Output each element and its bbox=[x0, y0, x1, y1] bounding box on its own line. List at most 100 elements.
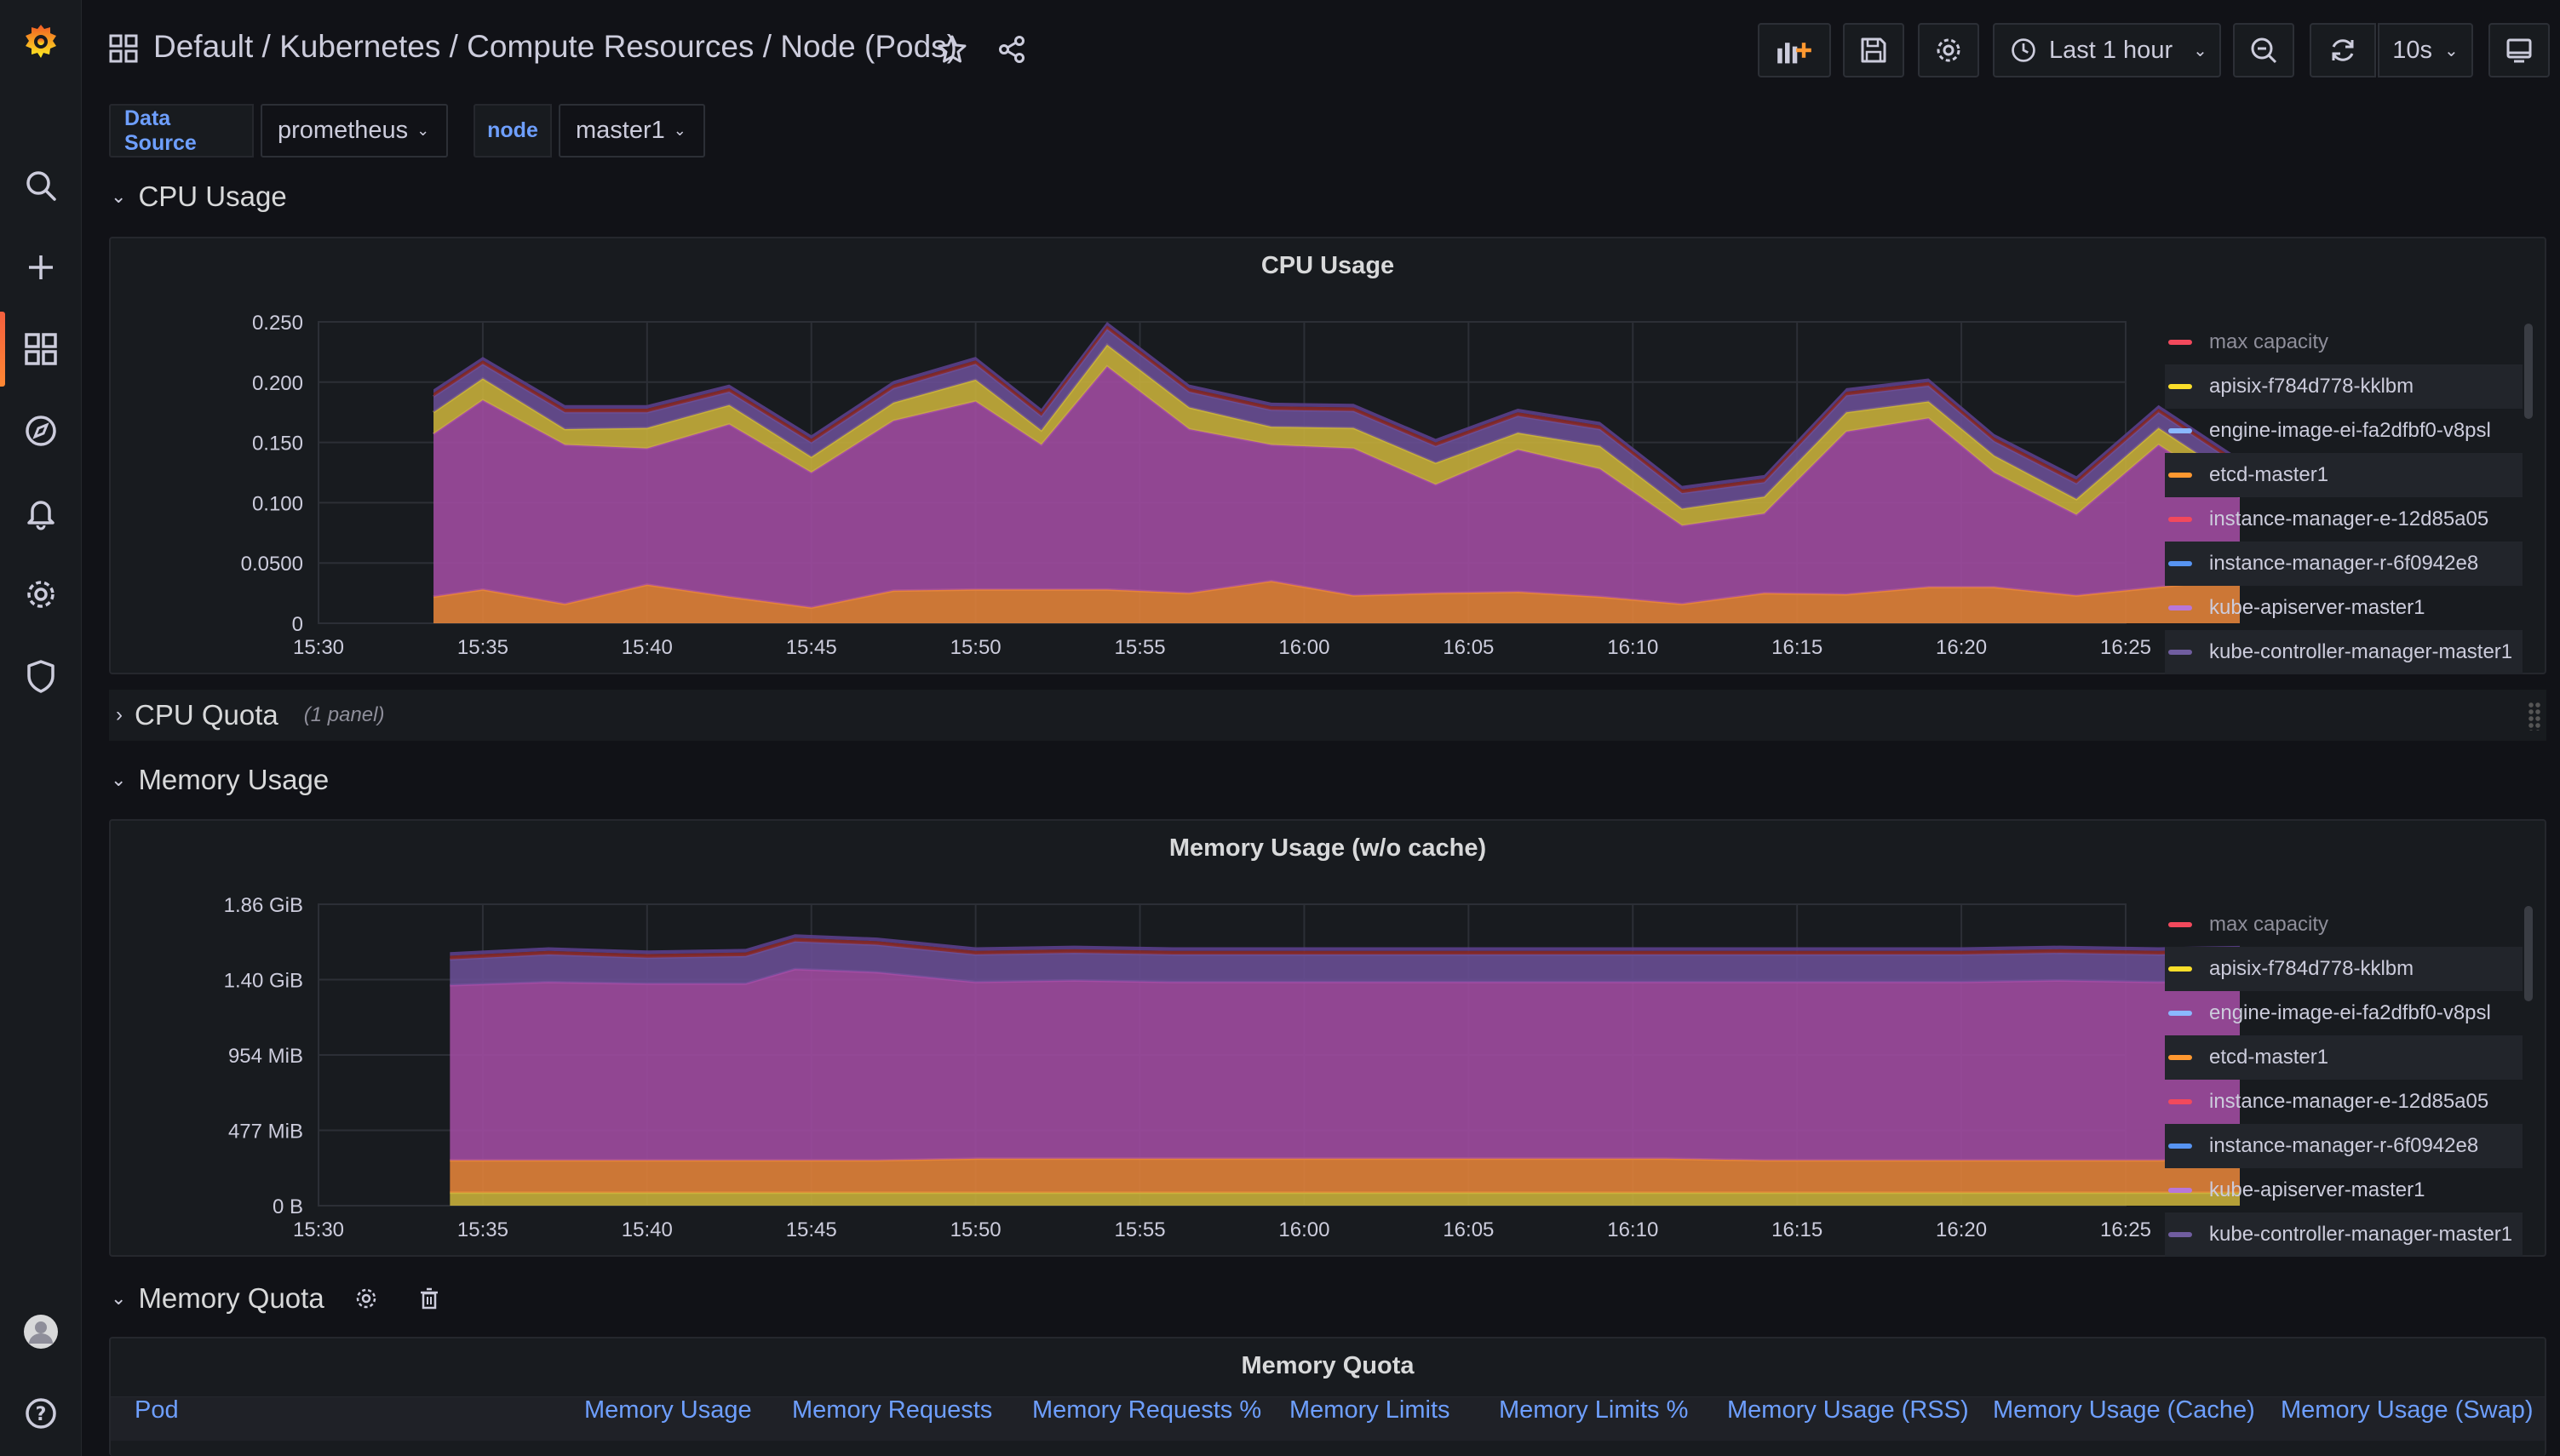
legend-swatch bbox=[2168, 922, 2192, 927]
breadcrumb-folder[interactable]: Default bbox=[153, 29, 254, 64]
legend-label: max capacity bbox=[2209, 330, 2329, 353]
area-series-kube-apiserver-master1[interactable] bbox=[450, 969, 2240, 1161]
legend-item[interactable]: engine-image-ei-fa2dfbf0-v8psl bbox=[2165, 409, 2523, 453]
x-tick-label: 15:30 bbox=[293, 1218, 344, 1241]
memory-usage-chart[interactable]: 0 B 477 MiB 954 MiB 1.40 GiB 1.86 GiB 15:30 15… bbox=[111, 821, 2240, 1258]
column-header-memory-limits[interactable]: Memory Limits bbox=[1289, 1396, 1450, 1424]
legend-item[interactable]: kube-apiserver-master1 bbox=[2165, 1168, 2523, 1212]
avatar-icon bbox=[24, 1315, 58, 1349]
legend-label: instance-manager-e-12d85a05 bbox=[2209, 1090, 2489, 1113]
area-series-etcd-master1[interactable] bbox=[433, 578, 2240, 623]
legend-label: kube-controller-manager-master1 bbox=[2209, 1223, 2513, 1246]
legend-label: engine-image-ei-fa2dfbf0-v8psl bbox=[2209, 419, 2491, 442]
legend-item[interactable]: max capacity bbox=[2165, 320, 2523, 364]
panel-title[interactable]: CPU Usage bbox=[1260, 251, 1395, 279]
row-memory-usage[interactable]: ⌄ Memory Usage bbox=[111, 764, 329, 796]
column-header-memory-requests[interactable]: Memory Requests bbox=[792, 1396, 993, 1424]
save-dashboard-button[interactable] bbox=[1843, 23, 1904, 77]
column-header-memory-usage[interactable]: Memory Usage bbox=[584, 1396, 752, 1424]
x-tick-label: 16:25 bbox=[2100, 1218, 2151, 1241]
dashboards-nav[interactable] bbox=[0, 308, 82, 390]
area-series-kube-controller-manager-master1[interactable] bbox=[433, 329, 2240, 509]
legend-item[interactable]: max capacity bbox=[2165, 903, 2523, 947]
row-title: Memory Quota bbox=[138, 1282, 324, 1314]
time-range-picker[interactable]: Last 1 hour ⌄ bbox=[1993, 23, 2221, 77]
row-memory-quota[interactable]: ⌄ Memory Quota bbox=[111, 1282, 442, 1315]
column-header-memory-usage-rss[interactable]: Memory Usage (RSS) bbox=[1727, 1396, 1969, 1424]
server-admin-nav[interactable] bbox=[0, 635, 82, 717]
area-series-etcd-master1[interactable] bbox=[450, 1158, 2240, 1193]
refresh-button[interactable] bbox=[2310, 23, 2376, 77]
column-header-memory-usage-swap[interactable]: Memory Usage (Swap) bbox=[2281, 1396, 2534, 1424]
dashboard-settings-button[interactable] bbox=[1918, 23, 1979, 77]
panel-title[interactable]: Memory Quota bbox=[1241, 1351, 1415, 1379]
legend-swatch bbox=[2168, 1011, 2192, 1016]
area-series-apisix-f784d778-kklbm[interactable] bbox=[450, 1192, 2240, 1206]
save-icon bbox=[1861, 37, 1886, 63]
node-variable-select[interactable]: master1 ⌄ bbox=[559, 104, 705, 158]
trash-icon[interactable] bbox=[416, 1286, 442, 1311]
legend-item[interactable]: instance-manager-r-6f0942e8 bbox=[2165, 542, 2523, 586]
legend-swatch bbox=[2168, 384, 2192, 389]
area-band bbox=[450, 934, 2240, 956]
breadcrumb-title[interactable]: / Kubernetes / Compute Resources / Node … bbox=[253, 29, 957, 64]
x-tick-label: 16:05 bbox=[1443, 1218, 1494, 1241]
add-panel-button[interactable] bbox=[1758, 23, 1831, 77]
row-title: Memory Usage bbox=[138, 764, 330, 795]
tv-mode-button[interactable] bbox=[2488, 23, 2550, 77]
legend-item[interactable]: etcd-master1 bbox=[2165, 453, 2523, 497]
refresh-interval-picker[interactable]: 10s ⌄ bbox=[2378, 23, 2473, 77]
grafana-logo[interactable] bbox=[0, 0, 82, 82]
alerting-nav[interactable] bbox=[0, 472, 82, 553]
row-settings-gear-icon[interactable] bbox=[353, 1286, 379, 1311]
drag-handle-icon[interactable] bbox=[2528, 702, 2541, 731]
refresh-icon bbox=[2332, 39, 2354, 61]
share-icon[interactable] bbox=[996, 34, 1027, 65]
area-band bbox=[433, 325, 2240, 494]
configuration-nav[interactable] bbox=[0, 553, 82, 635]
star-icon[interactable] bbox=[937, 34, 967, 65]
legend-item[interactable]: instance-manager-e-12d85a05 bbox=[2165, 1080, 2523, 1124]
legend-label: max capacity bbox=[2209, 913, 2329, 936]
explore-nav[interactable] bbox=[0, 390, 82, 472]
datasource-variable-select[interactable]: prometheus ⌄ bbox=[261, 104, 448, 158]
x-tick-label: 15:40 bbox=[622, 636, 673, 659]
datasource-variable-value: prometheus bbox=[278, 117, 409, 144]
plus-icon bbox=[29, 255, 53, 279]
chevron-down-icon: ⌄ bbox=[416, 122, 430, 139]
legend-scrollbar[interactable] bbox=[2524, 324, 2533, 419]
legend-item[interactable]: apisix-f784d778-kklbm bbox=[2165, 947, 2523, 991]
create-nav[interactable] bbox=[0, 226, 82, 308]
legend-item[interactable]: kube-controller-manager-master1 bbox=[2165, 1212, 2523, 1257]
legend-item[interactable]: instance-manager-e-12d85a05 bbox=[2165, 497, 2523, 542]
area-series-apisix-f784d778-kklbm[interactable] bbox=[433, 344, 2240, 526]
help-nav[interactable]: ? bbox=[0, 1373, 82, 1454]
chevron-down-icon: ⌄ bbox=[673, 122, 686, 139]
area-series-kube-controller-manager-master1[interactable] bbox=[450, 941, 2240, 986]
search-nav[interactable] bbox=[0, 145, 82, 226]
legend-swatch bbox=[2168, 1099, 2192, 1104]
legend-scrollbar[interactable] bbox=[2524, 906, 2533, 1001]
column-header-memory-requests-pct[interactable]: Memory Requests % bbox=[1032, 1396, 1262, 1424]
legend-label: kube-controller-manager-master1 bbox=[2209, 640, 2513, 663]
cpu-usage-chart[interactable]: 0 0.0500 0.100 0.150 0.200 0.250 15:30 15:35 15:… bbox=[111, 238, 2240, 676]
legend-item[interactable]: engine-image-ei-fa2dfbf0-v8psl bbox=[2165, 991, 2523, 1035]
legend-item[interactable]: apisix-f784d778-kklbm bbox=[2165, 364, 2523, 409]
legend-item[interactable]: instance-manager-r-6f0942e8 bbox=[2165, 1124, 2523, 1168]
column-header-memory-usage-cache[interactable]: Memory Usage (Cache) bbox=[1993, 1396, 2255, 1424]
dashboard-grid-icon[interactable] bbox=[109, 34, 138, 63]
zoom-out-button[interactable] bbox=[2233, 23, 2294, 77]
y-tick-label: 0.0500 bbox=[241, 553, 303, 576]
panel-title[interactable]: Memory Usage (w/o cache) bbox=[1168, 834, 1487, 862]
row-cpu-quota[interactable]: › CPU Quota (1 panel) bbox=[109, 690, 2546, 741]
memory-usage-panel: Memory Usage (w/o cache) 0 B 477 MiB 954 M… bbox=[109, 819, 2546, 1257]
user-profile[interactable] bbox=[0, 1291, 82, 1373]
legend-item[interactable]: kube-apiserver-master1 bbox=[2165, 586, 2523, 630]
legend-item[interactable]: etcd-master1 bbox=[2165, 1035, 2523, 1080]
breadcrumb: Default / Kubernetes / Compute Resources… bbox=[153, 29, 957, 65]
column-header-pod[interactable]: Pod bbox=[135, 1396, 179, 1424]
row-cpu-usage[interactable]: ⌄ CPU Usage bbox=[111, 181, 287, 213]
column-header-memory-limits-pct[interactable]: Memory Limits % bbox=[1499, 1396, 1689, 1424]
x-tick-label: 16:25 bbox=[2100, 636, 2151, 659]
legend-item[interactable]: kube-controller-manager-master1 bbox=[2165, 630, 2523, 674]
